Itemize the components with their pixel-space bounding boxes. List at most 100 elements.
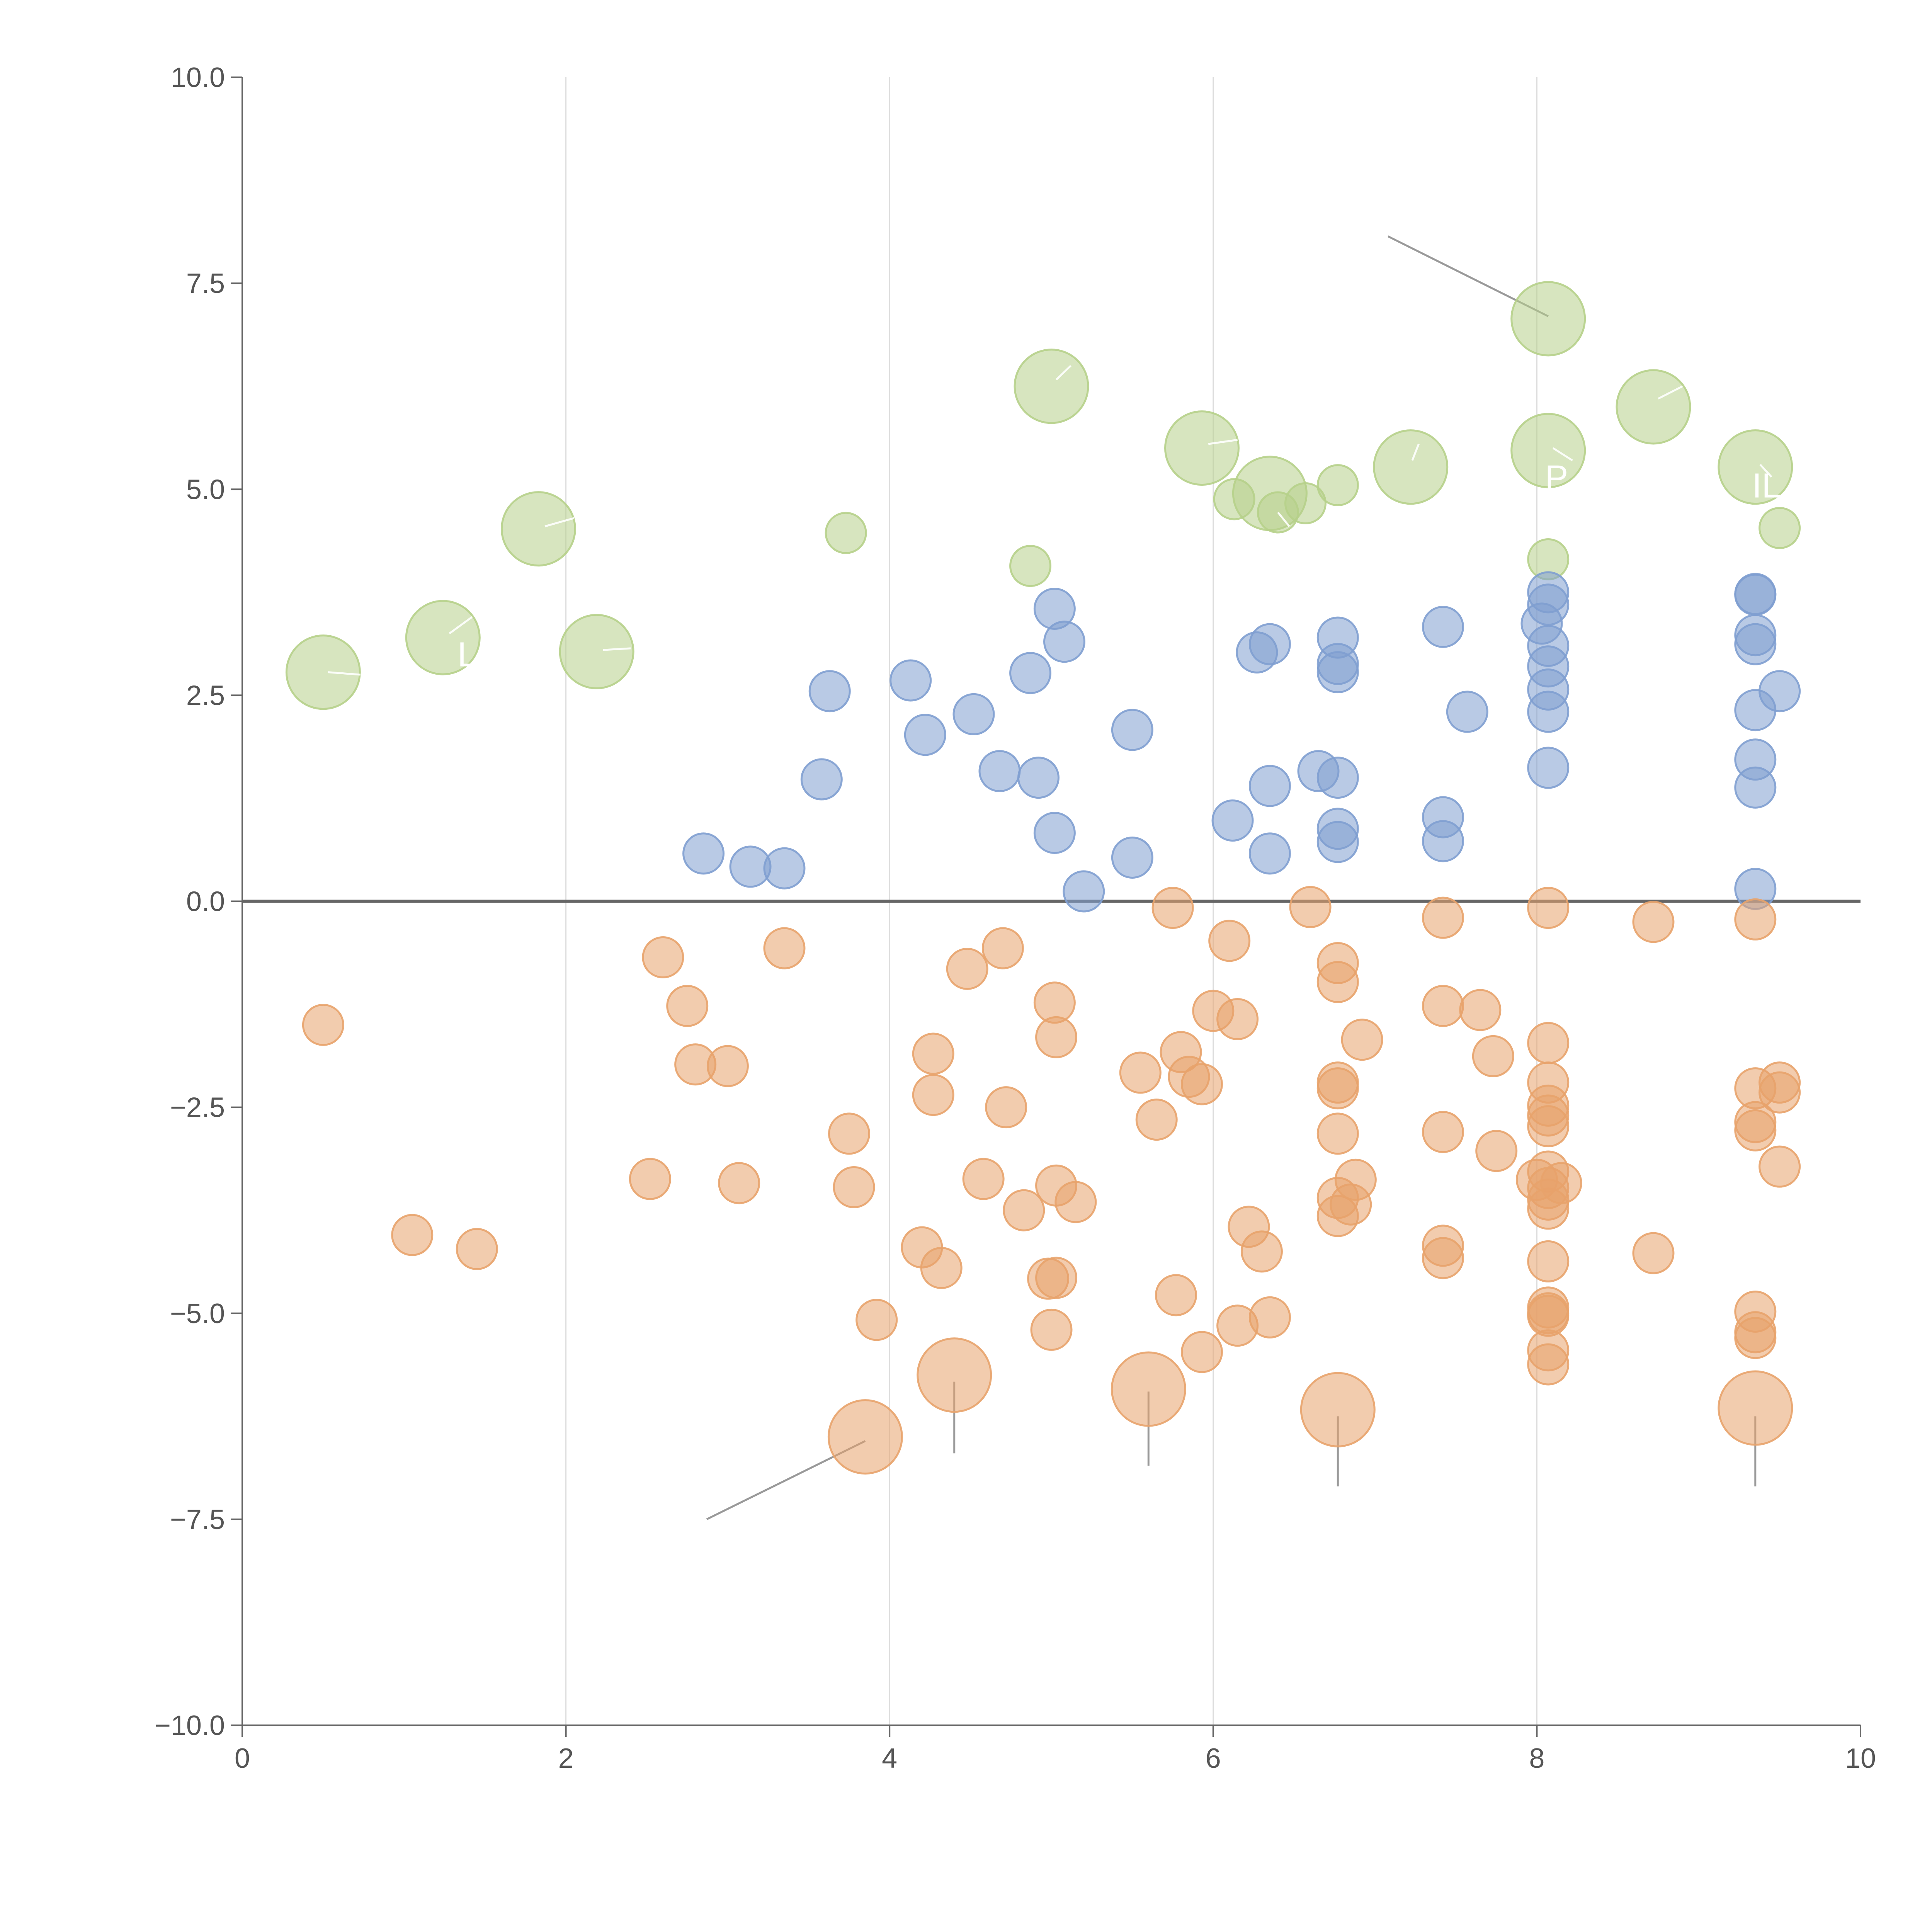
blue-point	[763, 847, 806, 889]
blue-point	[1422, 820, 1464, 862]
blue-point	[808, 670, 851, 713]
y-tick-label: −2.5	[170, 1092, 225, 1123]
orange-point	[1180, 1331, 1223, 1373]
orange-point	[1216, 998, 1259, 1040]
orange-point	[855, 1299, 898, 1341]
x-tick-label: 2	[558, 1743, 574, 1774]
x-tick-label: 4	[882, 1743, 897, 1774]
orange-point	[1030, 1308, 1073, 1351]
orange-point	[1035, 1257, 1078, 1299]
orange-point	[763, 927, 806, 969]
orange-point	[1111, 1351, 1186, 1427]
blue-point	[1033, 812, 1076, 854]
green-point	[1014, 349, 1089, 424]
blue-point	[1009, 652, 1052, 694]
blue-point	[1446, 690, 1488, 733]
orange-point	[1003, 1189, 1045, 1231]
blue-point	[1043, 621, 1086, 663]
green-point	[559, 614, 634, 689]
orange-point	[1759, 1071, 1801, 1114]
orange-point	[1334, 1158, 1377, 1201]
annotation-labels: L P IL	[457, 458, 1781, 674]
blue-point	[978, 750, 1021, 793]
blue-point	[1248, 623, 1291, 665]
orange-point	[1734, 898, 1777, 940]
annotation-label: L	[457, 636, 477, 674]
y-tick-label: −7.5	[170, 1504, 225, 1535]
orange-point	[1316, 1112, 1359, 1155]
orange-point	[1422, 1237, 1464, 1279]
orange-point	[718, 1162, 760, 1204]
blue-point	[1734, 623, 1777, 665]
orange-point	[1759, 1145, 1801, 1188]
blue-point	[1111, 709, 1153, 751]
orange-point	[1316, 1067, 1359, 1110]
blue-point	[1063, 870, 1105, 913]
orange-point	[1475, 1130, 1518, 1172]
orange-point	[1135, 1099, 1178, 1141]
green-point	[1718, 429, 1793, 505]
blue-point	[1734, 766, 1777, 809]
green-point	[1164, 410, 1240, 486]
green-point	[405, 600, 481, 675]
inner-leader-line	[1658, 385, 1683, 400]
orange-point	[391, 1214, 434, 1256]
green-point	[500, 491, 576, 567]
blue-point	[952, 693, 995, 735]
blue-point	[682, 832, 725, 875]
blue-point	[1017, 757, 1060, 799]
y-tick-label: 2.5	[186, 680, 225, 711]
inner-leader-line	[1552, 447, 1573, 461]
inner-leader-line	[449, 616, 473, 634]
orange-point	[1527, 1022, 1570, 1064]
orange-point	[912, 1074, 954, 1116]
inner-leader-line	[328, 671, 361, 676]
y-tick-label: −5.0	[170, 1298, 225, 1329]
orange-point	[1422, 985, 1464, 1027]
y-tick-label: 7.5	[186, 268, 225, 299]
orange-point	[1472, 1035, 1514, 1077]
blue-point	[1316, 757, 1359, 799]
orange-point	[1734, 1317, 1777, 1359]
orange-point	[1240, 1230, 1283, 1273]
orange-point	[1540, 1162, 1582, 1204]
orange-point	[1155, 1274, 1197, 1316]
green-point	[1284, 482, 1327, 525]
y-tick-label: 10.0	[171, 62, 225, 93]
green-point	[1316, 464, 1359, 507]
x-tick-label: 0	[235, 1743, 250, 1774]
orange-point	[962, 1158, 1005, 1200]
orange-point	[666, 985, 709, 1027]
orange-point	[1422, 1111, 1464, 1153]
orange-point	[828, 1112, 870, 1155]
y-tick-label: −10.0	[155, 1710, 225, 1741]
orange-point	[456, 1228, 498, 1270]
inner-leader-line	[1411, 444, 1420, 461]
x-tick-label: 8	[1529, 1743, 1544, 1774]
orange-point	[920, 1247, 963, 1289]
inner-leader-line	[1277, 512, 1290, 527]
annotation-label: P	[1545, 458, 1568, 497]
orange-point	[1718, 1370, 1793, 1446]
blue-point	[1527, 747, 1570, 789]
orange-point	[1054, 1181, 1097, 1223]
inner-leader-line	[603, 647, 631, 651]
orange-point	[1527, 1240, 1570, 1282]
orange-point	[1035, 1016, 1078, 1058]
orange-point	[1527, 887, 1570, 929]
orange-point	[985, 1086, 1027, 1129]
blue-point	[1759, 670, 1801, 713]
blue-point	[889, 659, 932, 702]
blue-point	[1248, 832, 1291, 875]
inner-leader-line	[1055, 365, 1071, 381]
blue-point	[1211, 799, 1254, 842]
orange-point	[1248, 1296, 1291, 1338]
orange-point	[833, 1166, 875, 1208]
orange-point	[1422, 896, 1464, 939]
axes: 10.0 7.5 5.0 2.5 0.0 −2.5 −5.0 −7.5 −10.0 0 2 4 6 8 10	[155, 62, 1876, 1774]
orange-point	[1289, 886, 1332, 928]
orange-point	[1341, 1019, 1383, 1061]
orange-point	[1459, 989, 1502, 1031]
green-point	[1616, 369, 1691, 445]
green-point	[1510, 413, 1586, 488]
